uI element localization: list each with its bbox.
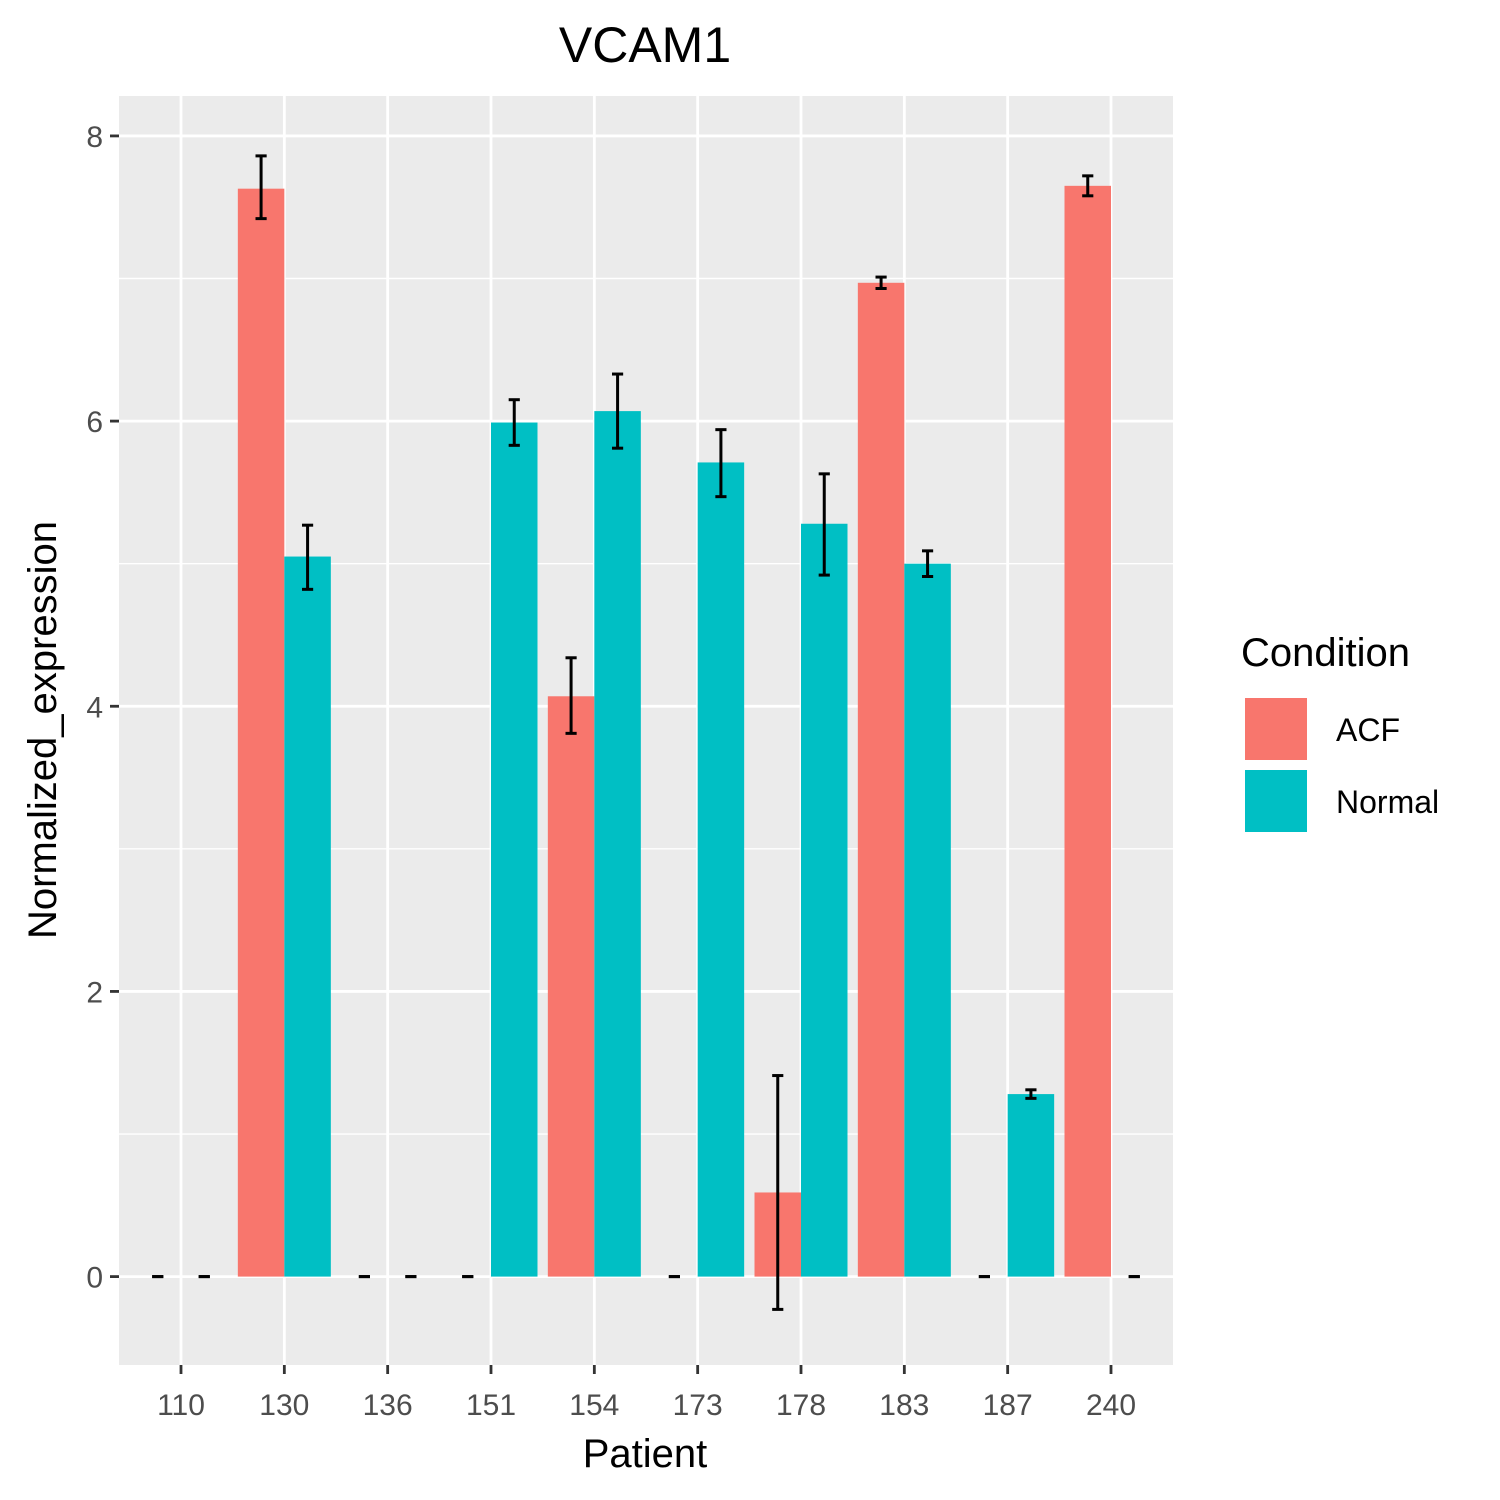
legend-swatch-normal bbox=[1245, 770, 1307, 832]
y-tick-label: 4 bbox=[86, 691, 103, 724]
y-axis: 0 2 4 6 8 bbox=[86, 121, 119, 1295]
legend-title: Condition bbox=[1241, 631, 1410, 675]
bar-normal-187 bbox=[1007, 1094, 1055, 1277]
legend: Condition ACF Normal bbox=[1241, 631, 1439, 835]
x-tick-label: 240 bbox=[1086, 1389, 1136, 1422]
x-axis-title: Patient bbox=[583, 1432, 708, 1476]
y-tick-label: 6 bbox=[86, 406, 103, 439]
bar-acf-183 bbox=[857, 282, 905, 1277]
bar-acf-154 bbox=[547, 696, 595, 1277]
bars bbox=[237, 185, 1111, 1277]
bar-normal-178 bbox=[801, 523, 848, 1277]
legend-label-acf: ACF bbox=[1336, 712, 1400, 748]
bar-normal-130 bbox=[284, 556, 331, 1277]
legend-swatch-acf bbox=[1245, 698, 1307, 760]
y-axis-title: Normalized_expression bbox=[21, 521, 65, 939]
y-tick-label: 0 bbox=[86, 1262, 103, 1295]
bar-normal-154 bbox=[594, 411, 641, 1277]
bar-normal-173 bbox=[697, 462, 745, 1277]
x-tick-label: 154 bbox=[569, 1389, 619, 1422]
error-bars bbox=[152, 154, 1140, 1311]
bar-normal-151 bbox=[491, 422, 538, 1277]
bar-acf-240 bbox=[1064, 185, 1111, 1277]
y-tick-label: 2 bbox=[86, 976, 103, 1009]
x-tick-label: 130 bbox=[259, 1389, 309, 1422]
x-axis: 110 130 136 151 154 173 178 183 187 240 bbox=[157, 1365, 1136, 1422]
x-tick-label: 173 bbox=[673, 1389, 723, 1422]
x-tick-label: 136 bbox=[363, 1389, 413, 1422]
bar-acf-130 bbox=[237, 188, 285, 1277]
x-tick-label: 110 bbox=[157, 1389, 205, 1422]
x-tick-label: 187 bbox=[983, 1389, 1033, 1422]
x-tick-label: 151 bbox=[466, 1389, 516, 1422]
x-tick-label: 178 bbox=[776, 1389, 826, 1422]
legend-label-normal: Normal bbox=[1336, 784, 1439, 820]
x-tick-label: 183 bbox=[879, 1389, 929, 1422]
chart-title: VCAM1 bbox=[559, 17, 731, 73]
bar-normal-183 bbox=[904, 563, 951, 1277]
y-tick-label: 8 bbox=[86, 121, 103, 154]
